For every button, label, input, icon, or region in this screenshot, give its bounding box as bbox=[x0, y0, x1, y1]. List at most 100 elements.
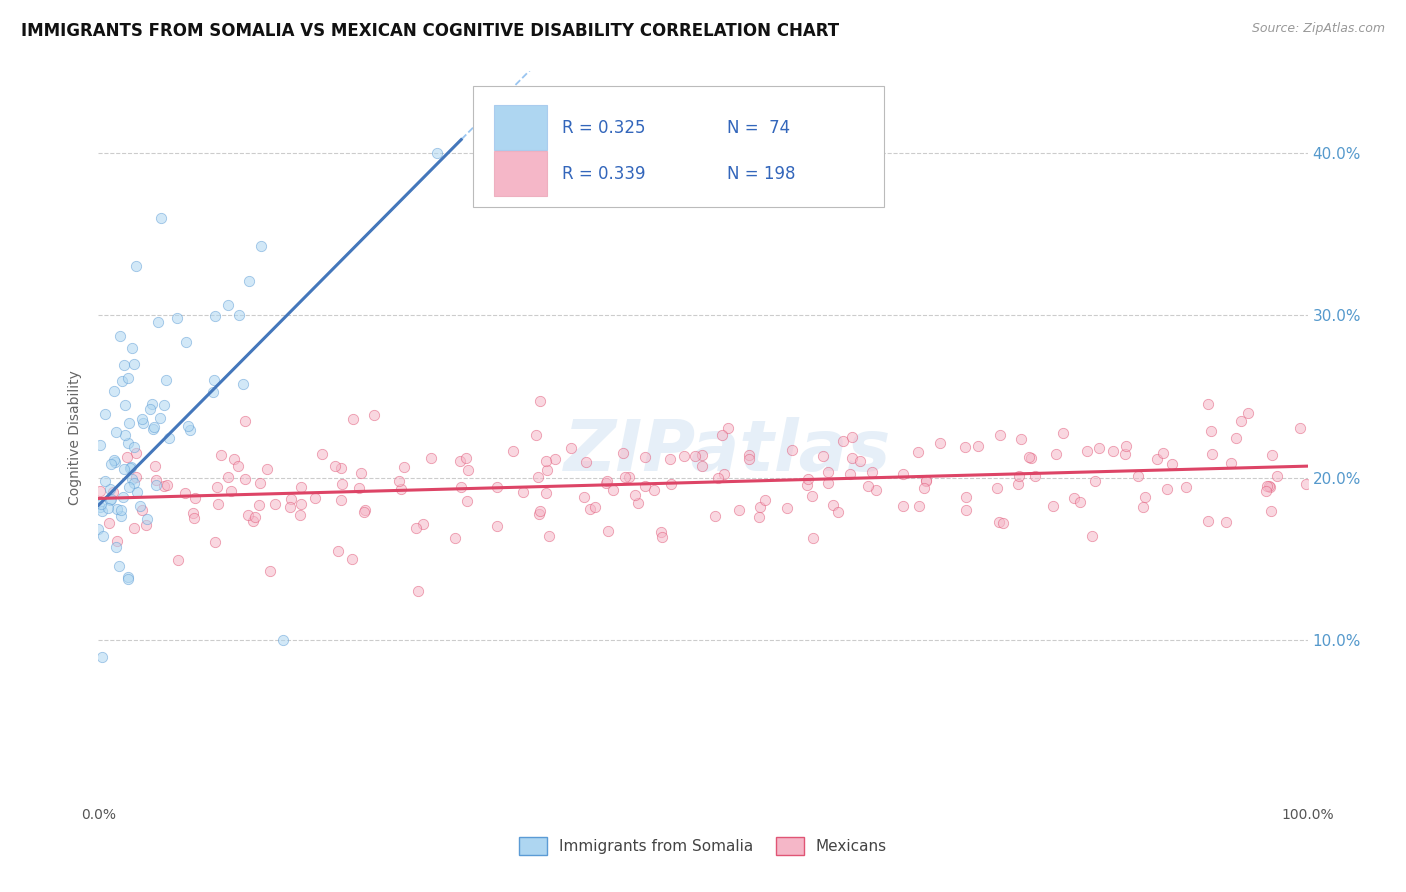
Point bbox=[634, 479, 657, 493]
Point bbox=[526, 470, 548, 484]
Text: IMMIGRANTS FROM SOMALIA VS MEXICAN COGNITIVE DISABILITY CORRELATION CHART: IMMIGRANTS FROM SOMALIA VS MEXICAN COGNI… bbox=[21, 22, 839, 40]
Point bbox=[801, 531, 824, 545]
Point bbox=[94, 407, 117, 421]
Point bbox=[90, 497, 112, 511]
Point bbox=[1084, 475, 1107, 489]
Point bbox=[811, 449, 834, 463]
Point bbox=[91, 649, 114, 664]
Point bbox=[100, 457, 122, 471]
Point bbox=[634, 450, 657, 464]
Point bbox=[304, 491, 326, 505]
Point bbox=[110, 374, 132, 388]
Point bbox=[955, 490, 977, 504]
Point bbox=[122, 441, 145, 455]
Point bbox=[328, 543, 350, 558]
Point bbox=[797, 472, 820, 486]
Point bbox=[856, 479, 879, 493]
Point bbox=[1018, 450, 1040, 464]
Point bbox=[89, 483, 111, 498]
Point bbox=[986, 481, 1008, 495]
Point bbox=[457, 463, 479, 477]
Point bbox=[988, 427, 1011, 442]
Point bbox=[249, 476, 271, 491]
Point bbox=[89, 500, 111, 514]
Point bbox=[389, 483, 412, 497]
Point bbox=[233, 414, 256, 428]
Point bbox=[529, 504, 551, 518]
Point bbox=[827, 505, 849, 519]
Point bbox=[1019, 450, 1042, 465]
Point bbox=[243, 510, 266, 524]
Point bbox=[176, 419, 198, 434]
Point bbox=[575, 455, 598, 469]
Point bbox=[233, 472, 256, 486]
Point bbox=[249, 239, 271, 253]
Point bbox=[1081, 529, 1104, 543]
Point bbox=[201, 384, 224, 399]
Point bbox=[118, 417, 141, 431]
Point bbox=[112, 462, 135, 476]
Point bbox=[105, 425, 128, 440]
Point bbox=[157, 431, 180, 445]
Point bbox=[717, 421, 740, 435]
Point bbox=[1115, 439, 1137, 453]
Point bbox=[1260, 504, 1282, 518]
Point bbox=[1128, 469, 1150, 483]
Point bbox=[707, 470, 730, 484]
Point bbox=[596, 474, 619, 488]
Text: R = 0.339: R = 0.339 bbox=[561, 165, 645, 183]
Point bbox=[238, 274, 260, 288]
Point bbox=[1152, 446, 1174, 460]
Point bbox=[290, 480, 312, 494]
Point bbox=[103, 453, 125, 467]
Point bbox=[148, 315, 170, 329]
Point bbox=[775, 501, 797, 516]
Point bbox=[800, 489, 823, 503]
Point bbox=[228, 308, 250, 322]
Point bbox=[710, 427, 733, 442]
Point bbox=[204, 535, 226, 549]
Point bbox=[1008, 469, 1031, 483]
Point bbox=[703, 508, 725, 523]
Point bbox=[118, 480, 141, 494]
Point bbox=[617, 470, 640, 484]
Point bbox=[205, 480, 228, 494]
Point bbox=[311, 447, 333, 461]
Point bbox=[117, 435, 139, 450]
Point bbox=[1042, 499, 1064, 513]
Point bbox=[486, 480, 509, 494]
Point bbox=[217, 298, 239, 312]
Point bbox=[1007, 476, 1029, 491]
Point bbox=[1254, 483, 1277, 498]
Point bbox=[534, 485, 557, 500]
Point bbox=[690, 448, 713, 462]
Point bbox=[90, 504, 112, 518]
Point bbox=[749, 500, 772, 515]
Point bbox=[993, 516, 1015, 531]
Point bbox=[1215, 515, 1237, 529]
Point bbox=[651, 530, 673, 544]
FancyBboxPatch shape bbox=[494, 152, 547, 196]
Point bbox=[444, 531, 467, 545]
Point bbox=[204, 309, 226, 323]
Text: ZIPatlas: ZIPatlas bbox=[564, 417, 891, 486]
Point bbox=[94, 474, 117, 488]
Point bbox=[136, 512, 159, 526]
Point bbox=[219, 483, 242, 498]
Point bbox=[152, 397, 174, 411]
Point bbox=[363, 408, 385, 422]
Point bbox=[125, 485, 148, 500]
Point bbox=[912, 481, 935, 495]
Point bbox=[1063, 491, 1085, 505]
Point bbox=[110, 509, 132, 524]
Point bbox=[955, 503, 977, 517]
Point bbox=[536, 463, 558, 477]
Point bbox=[612, 446, 634, 460]
Point bbox=[105, 502, 128, 516]
Point bbox=[450, 480, 472, 494]
Point bbox=[330, 477, 353, 491]
Point bbox=[207, 497, 229, 511]
Point bbox=[583, 500, 606, 514]
Point bbox=[290, 497, 312, 511]
Point bbox=[354, 503, 377, 517]
